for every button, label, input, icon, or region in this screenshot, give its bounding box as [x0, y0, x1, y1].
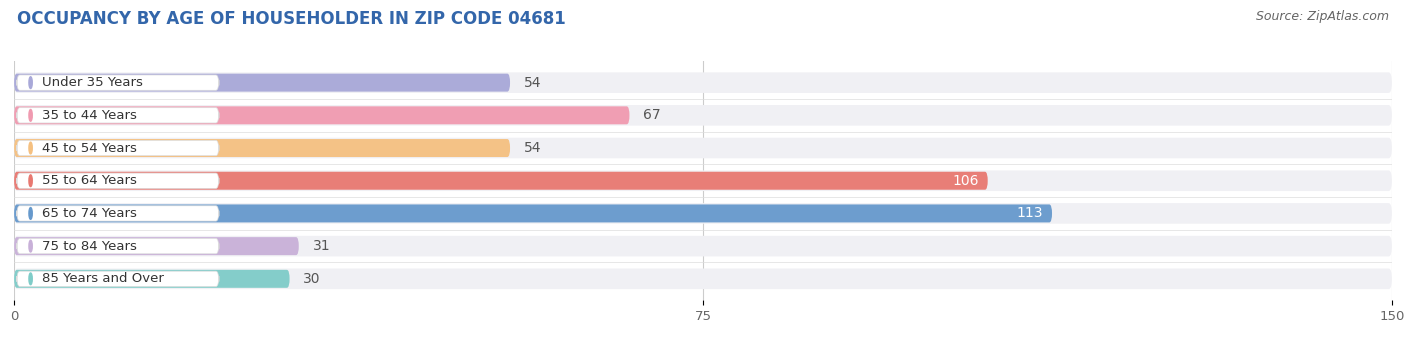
Text: 113: 113 [1017, 206, 1043, 220]
Text: 35 to 44 Years: 35 to 44 Years [42, 109, 136, 122]
Text: 45 to 54 Years: 45 to 54 Years [42, 142, 136, 154]
FancyBboxPatch shape [14, 72, 1392, 93]
FancyBboxPatch shape [17, 173, 219, 188]
FancyBboxPatch shape [14, 106, 630, 124]
Text: 30: 30 [304, 272, 321, 286]
Circle shape [30, 77, 32, 89]
Circle shape [30, 175, 32, 187]
Text: 75 to 84 Years: 75 to 84 Years [42, 240, 136, 253]
Text: OCCUPANCY BY AGE OF HOUSEHOLDER IN ZIP CODE 04681: OCCUPANCY BY AGE OF HOUSEHOLDER IN ZIP C… [17, 10, 565, 28]
Text: Under 35 Years: Under 35 Years [42, 76, 142, 89]
FancyBboxPatch shape [14, 74, 510, 92]
Text: 65 to 74 Years: 65 to 74 Years [42, 207, 136, 220]
FancyBboxPatch shape [14, 236, 1392, 256]
FancyBboxPatch shape [14, 172, 988, 190]
FancyBboxPatch shape [14, 139, 510, 157]
Circle shape [30, 240, 32, 252]
Text: 54: 54 [524, 76, 541, 90]
FancyBboxPatch shape [14, 138, 1392, 158]
FancyBboxPatch shape [14, 170, 1392, 191]
FancyBboxPatch shape [17, 140, 219, 156]
Text: 54: 54 [524, 141, 541, 155]
FancyBboxPatch shape [17, 108, 219, 123]
FancyBboxPatch shape [17, 271, 219, 286]
Circle shape [30, 273, 32, 285]
Circle shape [30, 208, 32, 219]
FancyBboxPatch shape [14, 268, 1392, 289]
FancyBboxPatch shape [14, 237, 299, 255]
Text: 85 Years and Over: 85 Years and Over [42, 272, 163, 285]
FancyBboxPatch shape [14, 203, 1392, 224]
FancyBboxPatch shape [14, 105, 1392, 125]
Text: 31: 31 [312, 239, 330, 253]
FancyBboxPatch shape [17, 75, 219, 90]
Text: Source: ZipAtlas.com: Source: ZipAtlas.com [1256, 10, 1389, 23]
Text: 67: 67 [644, 108, 661, 122]
FancyBboxPatch shape [17, 206, 219, 221]
FancyBboxPatch shape [14, 205, 1052, 222]
Circle shape [30, 109, 32, 121]
Circle shape [30, 142, 32, 154]
Text: 106: 106 [952, 174, 979, 188]
FancyBboxPatch shape [14, 270, 290, 288]
Text: 55 to 64 Years: 55 to 64 Years [42, 174, 136, 187]
FancyBboxPatch shape [17, 238, 219, 254]
